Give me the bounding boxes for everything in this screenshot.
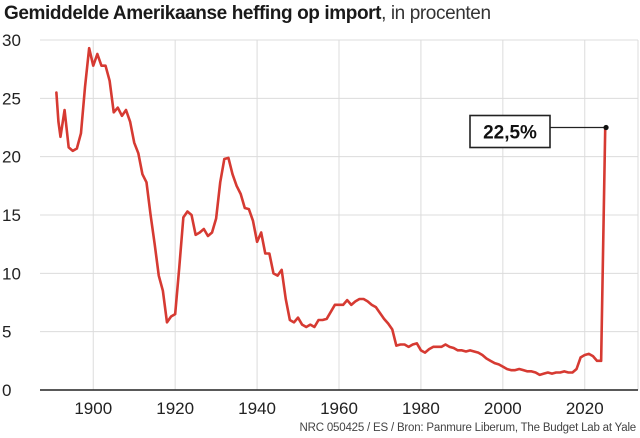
annotation-endpoint-dot bbox=[603, 124, 609, 131]
annotation-layer: 22,5% bbox=[469, 114, 609, 149]
x-tick-label: 1900 bbox=[74, 399, 112, 418]
y-tick-label: 10 bbox=[2, 264, 21, 283]
y-tick-label: 0 bbox=[2, 381, 11, 400]
y-tick-label: 30 bbox=[2, 31, 21, 50]
x-tick-label: 1940 bbox=[238, 399, 276, 418]
y-tick-label: 20 bbox=[2, 148, 21, 167]
y-tick-label: 15 bbox=[2, 206, 21, 225]
chart-title-suffix: , in procenten bbox=[381, 3, 491, 24]
x-tick-label: 1980 bbox=[402, 399, 440, 418]
annotation-box bbox=[469, 114, 551, 149]
y-tick-label: 25 bbox=[2, 89, 21, 108]
annotation-label: 22,5% bbox=[483, 123, 537, 144]
y-tick-label: 5 bbox=[2, 323, 11, 342]
x-tick-label: 2020 bbox=[566, 399, 604, 418]
gridlines bbox=[40, 39, 639, 391]
x-tick-label: 1920 bbox=[156, 399, 194, 418]
chart-title-bold: Gemiddelde Amerikaanse heffing op import bbox=[4, 3, 382, 24]
series-layer bbox=[55, 46, 608, 377]
x-tick-label: 2000 bbox=[484, 399, 522, 418]
source-credit: NRC 050425 / ES / Bron: Panmure Liberum,… bbox=[299, 422, 637, 434]
tariff-series-line bbox=[55, 46, 608, 377]
chart-title: Gemiddelde Amerikaanse heffing op import… bbox=[4, 3, 491, 25]
axis-tick-labels: 0 5 10 15 20 25 30 1900 1920 1940 1960 1980 2000 2020 bbox=[2, 31, 604, 418]
x-tick-label: 1960 bbox=[320, 399, 358, 418]
